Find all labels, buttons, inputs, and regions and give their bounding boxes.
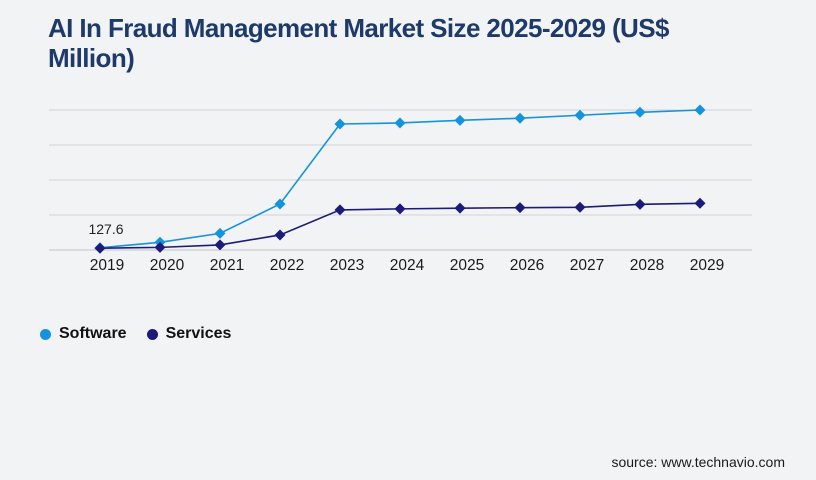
data-label-software-2019: 127.6 [88, 221, 124, 237]
legend-item-software: Software [40, 325, 127, 343]
legend-item-services: Services [146, 325, 232, 343]
services-series-dot-icon [146, 328, 158, 340]
svg-text:2022: 2022 [270, 257, 304, 274]
svg-text:2021: 2021 [210, 257, 244, 274]
legend: Software Services [40, 325, 231, 343]
svg-text:2026: 2026 [510, 257, 544, 274]
svg-text:2023: 2023 [330, 257, 364, 274]
chart-title: AI In Fraud Management Market Size 2025-… [48, 13, 669, 73]
legend-label-services: Services [165, 325, 232, 342]
svg-text:2020: 2020 [150, 257, 185, 274]
svg-text:2025: 2025 [450, 257, 484, 274]
svg-text:2024: 2024 [390, 257, 425, 274]
svg-text:2027: 2027 [570, 257, 604, 274]
software-series-dot-icon [40, 328, 51, 340]
svg-text:2028: 2028 [630, 257, 664, 274]
legend-label-software: Software [59, 325, 127, 342]
source-attribution: source: www.technavio.com [611, 454, 785, 470]
svg-text:2019: 2019 [90, 257, 124, 274]
svg-text:2029: 2029 [690, 257, 724, 274]
